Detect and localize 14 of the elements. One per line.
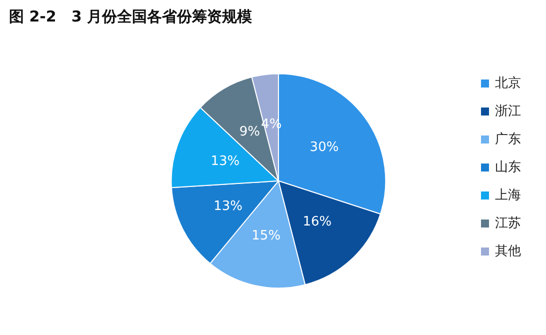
legend-label: 北京: [495, 76, 521, 91]
data-label: 16%: [302, 214, 332, 230]
legend-label: 江苏: [495, 216, 521, 231]
legend-label: 上海: [495, 188, 521, 203]
legend-label: 其他: [495, 244, 521, 259]
data-label: 13%: [210, 154, 240, 170]
legend-label: 广东: [495, 132, 521, 147]
legend-label: 浙江: [495, 104, 521, 119]
data-label: 15%: [252, 228, 281, 244]
legend-label: 山东: [495, 160, 521, 175]
data-label: 13%: [214, 199, 242, 214]
data-label: 9%: [239, 124, 260, 140]
data-label: 30%: [310, 140, 339, 156]
chart-title: 图 2-2 3 月份全国各省份筹资规模: [9, 8, 253, 26]
